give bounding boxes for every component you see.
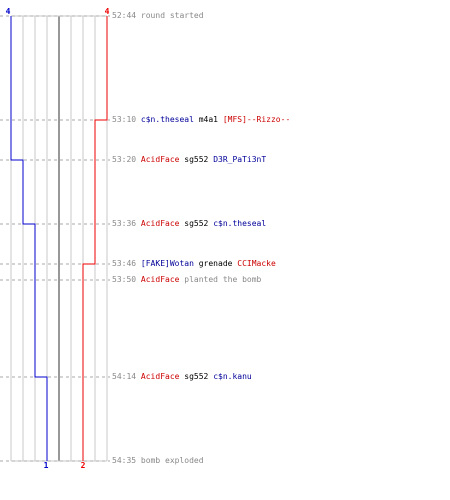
event-time: 54:35 bbox=[112, 456, 137, 465]
event-weapon: sg552 bbox=[184, 219, 209, 228]
event-player: AcidFace bbox=[140, 275, 180, 284]
event-player: AcidFace bbox=[140, 155, 180, 164]
event-player: AcidFace bbox=[140, 219, 180, 228]
event-weapon: m4a1 bbox=[198, 115, 218, 124]
blue-start-count: 4 bbox=[6, 7, 11, 16]
event-row: 53:46 [FAKE]Wotan grenade CCIMacke bbox=[112, 259, 276, 269]
event-message: round started bbox=[140, 11, 204, 20]
event-time: 54:14 bbox=[112, 372, 137, 381]
event-player: CCIMacke bbox=[237, 259, 276, 268]
event-message: planted the bomb bbox=[184, 275, 262, 284]
event-player: c$n.theseal bbox=[140, 115, 194, 124]
event-player: c$n.theseal bbox=[213, 219, 267, 228]
red-start-count: 4 bbox=[105, 7, 110, 16]
event-time: 53:20 bbox=[112, 155, 137, 164]
event-time: 53:10 bbox=[112, 115, 137, 124]
event-row: 53:10 c$n.theseal m4a1 [MFS]--Rizzo-- bbox=[112, 115, 290, 125]
event-time: 53:50 bbox=[112, 275, 137, 284]
event-row: 53:50 AcidFace planted the bomb bbox=[112, 275, 261, 285]
event-row: 54:14 AcidFace sg552 c$n.kanu bbox=[112, 372, 252, 382]
event-row: 52:44 round started bbox=[112, 11, 204, 21]
event-weapon: sg552 bbox=[184, 372, 209, 381]
event-player: [MFS]--Rizzo-- bbox=[222, 115, 291, 124]
event-time: 52:44 bbox=[112, 11, 137, 20]
event-time: 53:46 bbox=[112, 259, 137, 268]
event-message: bomb exploded bbox=[140, 456, 204, 465]
red-team-alive-line bbox=[82, 16, 108, 461]
red-end-count: 2 bbox=[81, 461, 86, 470]
event-player: c$n.kanu bbox=[213, 372, 252, 381]
event-time: 53:36 bbox=[112, 219, 137, 228]
event-player: [FAKE]Wotan bbox=[140, 259, 194, 268]
event-player: D3R_PaTi3nT bbox=[213, 155, 267, 164]
timeline-grid bbox=[10, 15, 108, 462]
event-weapon: grenade bbox=[198, 259, 233, 268]
event-guides bbox=[0, 15, 110, 462]
blue-team-alive-line bbox=[10, 16, 48, 461]
event-player: AcidFace bbox=[140, 372, 180, 381]
event-weapon: sg552 bbox=[184, 155, 209, 164]
event-row: 54:35 bomb exploded bbox=[112, 456, 204, 466]
event-row: 53:36 AcidFace sg552 c$n.theseal bbox=[112, 219, 266, 229]
blue-end-count: 1 bbox=[44, 461, 49, 470]
event-row: 53:20 AcidFace sg552 D3R_PaTi3nT bbox=[112, 155, 266, 165]
